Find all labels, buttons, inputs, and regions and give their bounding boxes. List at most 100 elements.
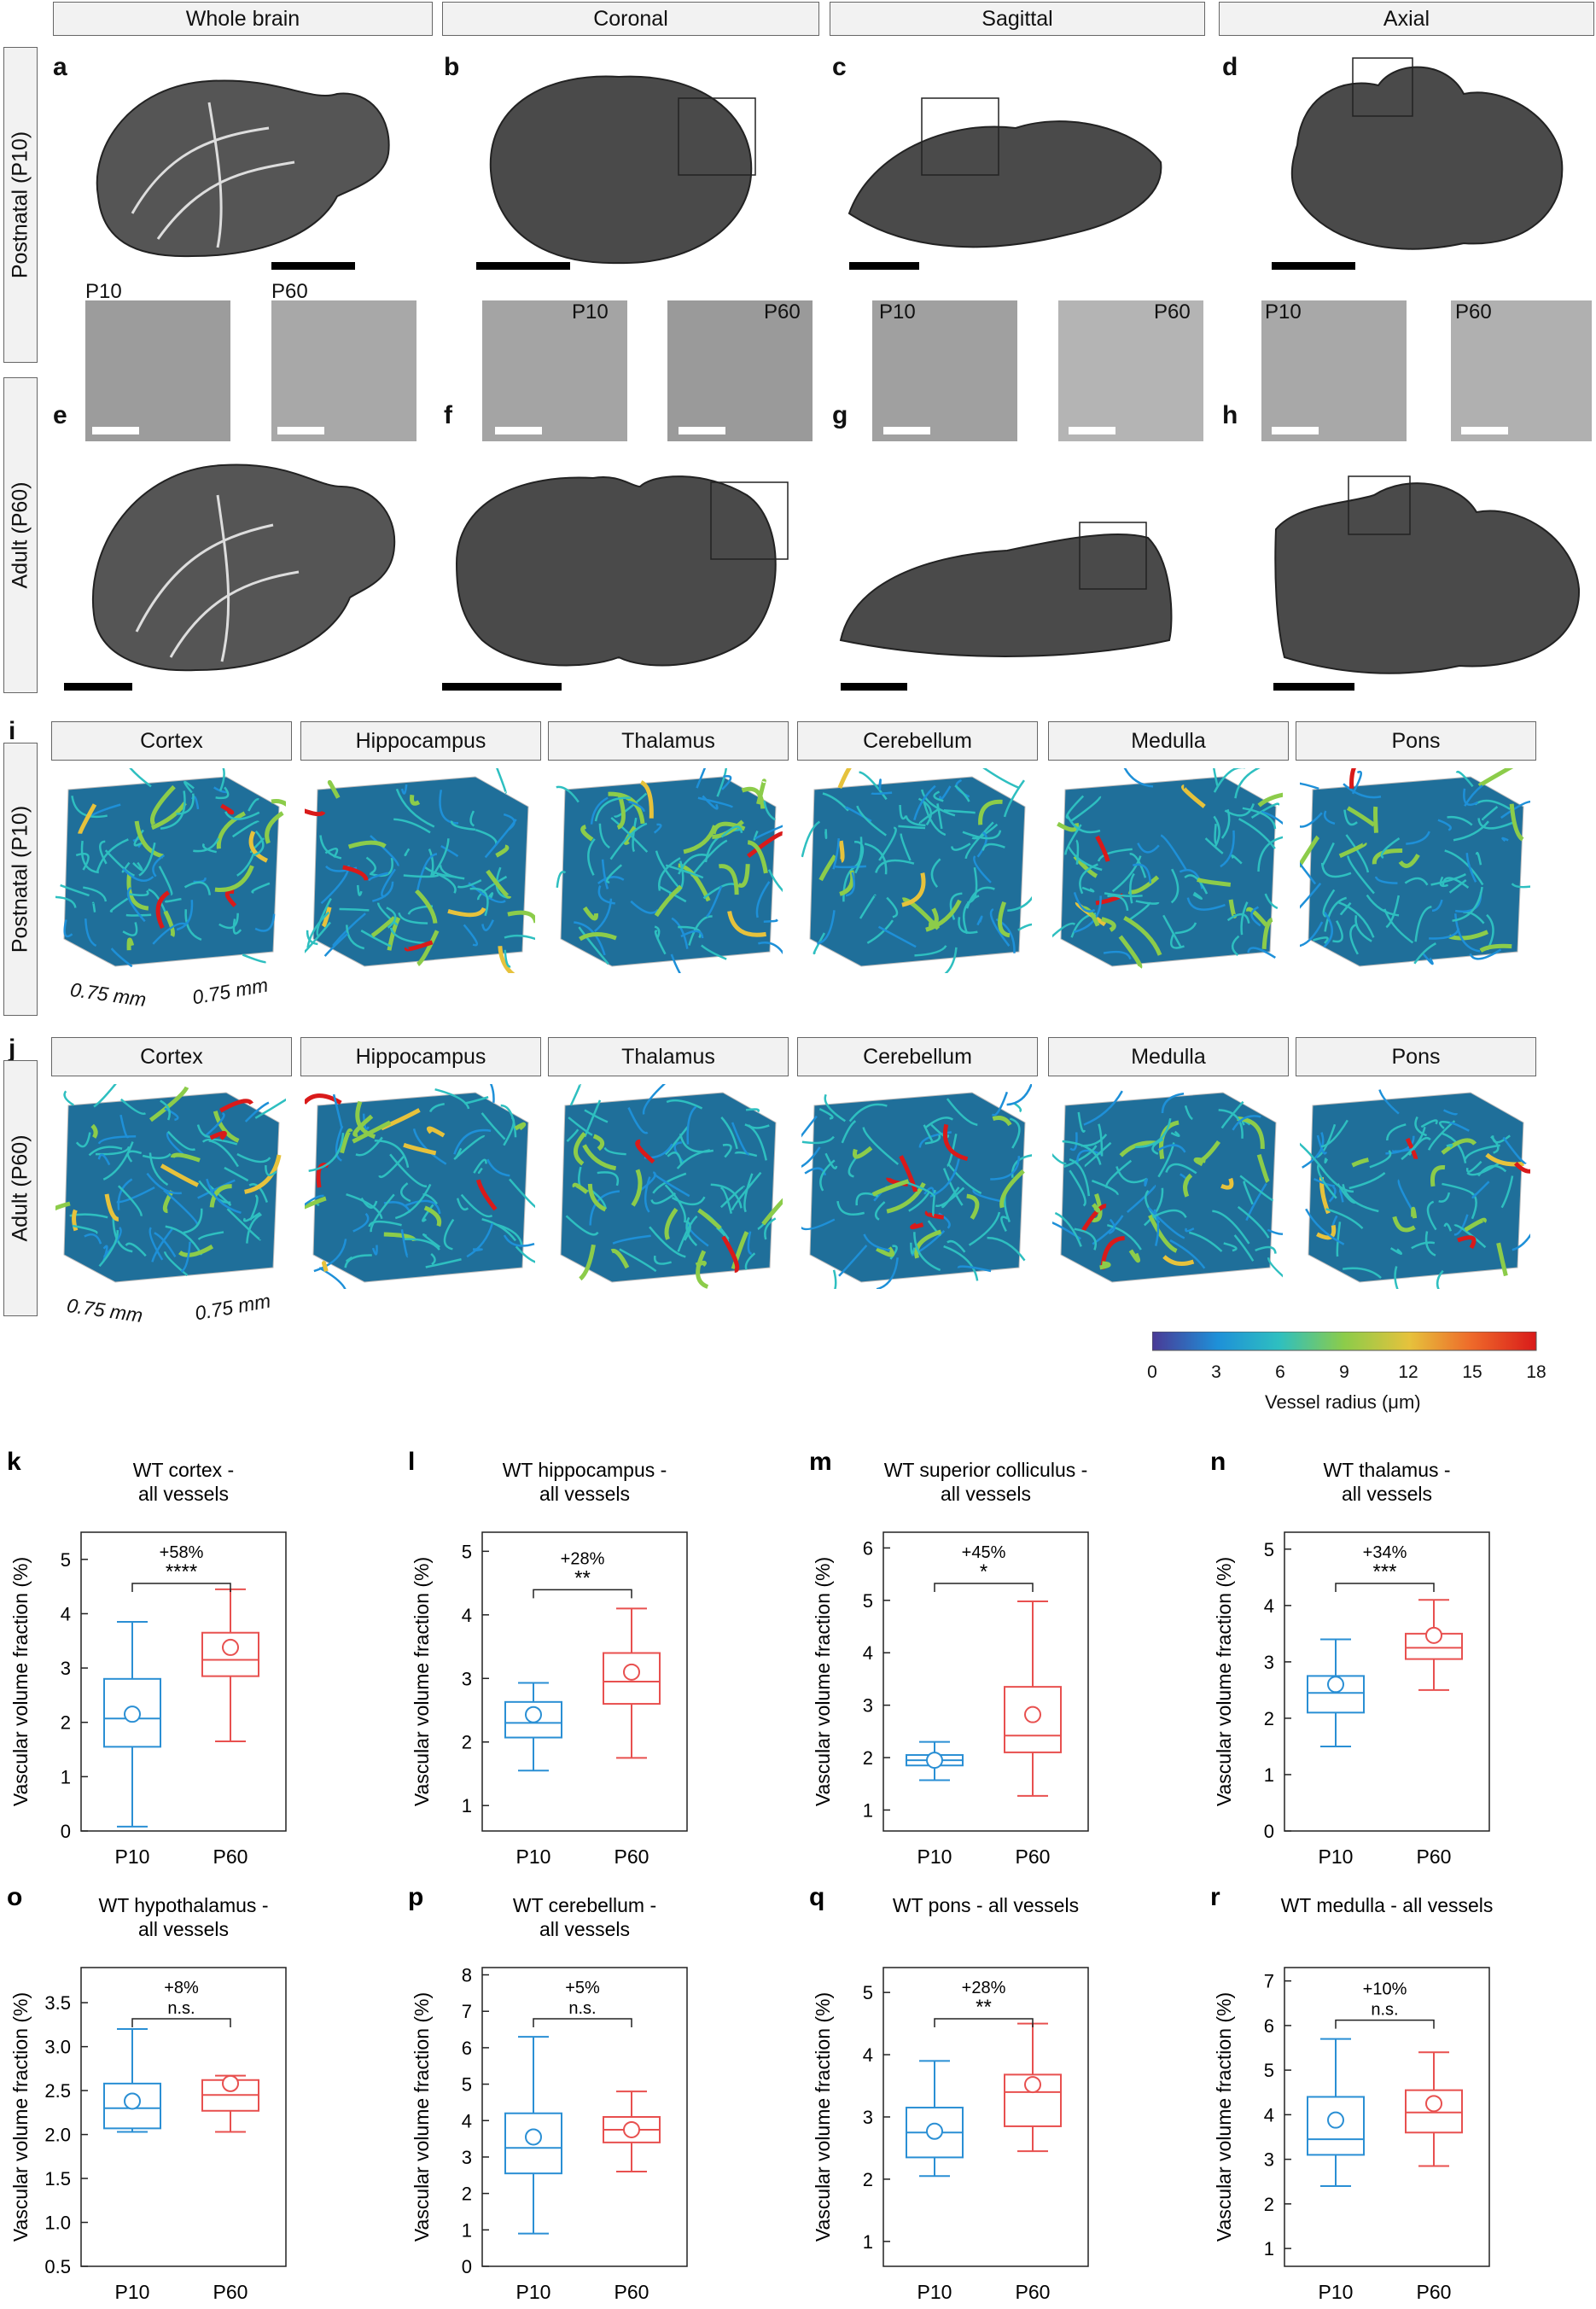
mean-marker <box>525 1706 542 1723</box>
panel-letter-h: h <box>1222 401 1238 429</box>
region-header-cerebellum: Cerebellum <box>797 1037 1038 1076</box>
panel-letter-k: k <box>7 1448 21 1476</box>
x-tick-label: P10 <box>1319 2281 1354 2303</box>
chart-title: all vessels <box>1342 1483 1432 1505</box>
colorbar-tick-label: 15 <box>1462 1362 1482 1382</box>
y-tick-label: 3 <box>1264 1652 1274 1673</box>
chart-title: all vessels <box>941 1483 1031 1505</box>
mean-marker <box>1425 1626 1442 1644</box>
boxplot-panel-m: m WT superior colliculus - all vessels 1 2 3 4… <box>802 1443 1195 1869</box>
region-header-hippocampus: Hippocampus <box>300 721 541 761</box>
percent-change-label: +5% <box>565 1979 600 1997</box>
scale-bar-whole-p10 <box>271 262 355 270</box>
inset-coronal-p60 <box>667 300 813 441</box>
plot-frame <box>882 1531 1089 1832</box>
scale-bar-axial-p60 <box>1273 683 1354 691</box>
y-tick-label: 6 <box>1264 2015 1274 2037</box>
inset-whole-p60 <box>271 300 416 441</box>
row-label-postnatal-top: Postnatal (P10) <box>3 47 38 363</box>
inset-scale-bar <box>1069 427 1115 434</box>
scale-bar-coronal-p10 <box>476 262 570 270</box>
x-tick-label: P10 <box>917 1845 952 1868</box>
y-tick-label: 5 <box>462 1541 472 1562</box>
mean-marker <box>124 1706 141 1723</box>
header-axial: Axial <box>1219 2 1594 36</box>
region-header-medulla: Medulla <box>1048 721 1289 761</box>
y-tick-label: 4 <box>863 1642 873 1664</box>
y-tick-label: 0 <box>462 2256 472 2277</box>
region-header-thalamus: Thalamus <box>548 721 789 761</box>
y-tick-label: 0 <box>61 1821 71 1842</box>
vessel-network-cube <box>556 768 783 973</box>
y-tick-label: 5 <box>863 1982 873 2003</box>
colorbar-label: Vessel radius (μm) <box>1265 1391 1421 1413</box>
y-tick-label: 3.5 <box>44 1992 71 2014</box>
inset-coronal-p10 <box>482 300 627 441</box>
y-axis-label: Vascular volume fraction (%) <box>812 1557 834 1806</box>
significance-bracket <box>1335 2019 1435 2029</box>
significance-bracket <box>131 1583 231 1592</box>
mean-marker <box>525 2128 542 2146</box>
boxplot-panel-r: r WT medulla - all vessels 1 2 3 4 5 6 7 Vascular… <box>1203 1878 1596 2305</box>
boxplot-panel-l: l WT hippocampus - all vessels 1 2 3 4 5 Vascula… <box>401 1443 794 1869</box>
boxplot-panel-n: n WT thalamus - all vessels 0 1 2 3 4 5 Vascular … <box>1203 1443 1596 1869</box>
y-tick-label: 4 <box>61 1603 71 1624</box>
brain-image-whole-p60 <box>91 464 396 672</box>
plot-frame <box>80 1531 287 1832</box>
chart-title: all vessels <box>138 1918 229 1940</box>
vessel-network-cube <box>1300 768 1530 967</box>
y-tick-label: 3.0 <box>44 2037 71 2058</box>
brain-image-coronal-p60 <box>455 475 789 667</box>
scale-bar-whole-p60 <box>64 683 132 691</box>
y-tick-label: 2 <box>462 1732 472 1753</box>
x-tick-label: P10 <box>115 1845 150 1868</box>
header-whole-brain: Whole brain <box>53 2 433 36</box>
panel-letter-l: l <box>408 1448 415 1476</box>
plot-frame <box>80 1967 287 2267</box>
y-tick-label: 1 <box>1264 1764 1274 1786</box>
y-axis-label: Vascular volume fraction (%) <box>411 1992 433 2242</box>
cube-dimension-label: 0.75 mm <box>65 1293 144 1327</box>
cube-dimension-label: 0.75 mm <box>193 1289 272 1325</box>
x-tick-label: P60 <box>615 1845 649 1868</box>
chart-title: all vessels <box>138 1483 229 1505</box>
x-tick-label: P60 <box>615 2281 649 2303</box>
y-tick-label: 2 <box>462 2184 472 2205</box>
x-tick-label: P10 <box>516 2281 551 2303</box>
y-tick-label: 2 <box>863 1747 873 1769</box>
significance-bracket <box>1335 1583 1435 1592</box>
colorbar-tick-label: 0 <box>1147 1362 1157 1382</box>
chart-title: WT cortex - <box>133 1459 234 1481</box>
region-header-thalamus: Thalamus <box>548 1037 789 1076</box>
y-tick-label: 4 <box>863 2044 873 2066</box>
mean-marker <box>926 2122 943 2140</box>
colorbar-tick-label: 6 <box>1275 1362 1285 1382</box>
colorbar-tick-label: 12 <box>1398 1362 1418 1382</box>
inset-label-p10: P10 <box>879 300 916 324</box>
inset-label-p10: P10 <box>1265 300 1302 324</box>
vessel-network-cube <box>305 1084 535 1289</box>
y-axis-label: Vascular volume fraction (%) <box>9 1557 32 1806</box>
panel-letter-b: b <box>444 53 460 81</box>
inset-scale-bar <box>1272 427 1319 434</box>
inset-label-p60: P60 <box>1154 300 1191 324</box>
x-tick-label: P60 <box>213 1845 248 1868</box>
scale-bar-axial-p10 <box>1272 262 1355 270</box>
vessel-network-cube <box>801 768 1032 973</box>
x-tick-label: P10 <box>1319 1845 1354 1868</box>
vessel-network-cube <box>1052 768 1283 969</box>
y-tick-label: 3 <box>863 1695 873 1717</box>
chart-title: WT thalamus - <box>1323 1459 1450 1481</box>
inset-axial-p10 <box>1261 300 1407 441</box>
panel-letter-i: i <box>9 717 16 745</box>
percent-change-label: +45% <box>962 1543 1006 1562</box>
panel-letter-e: e <box>53 401 67 429</box>
y-tick-label: 2 <box>1264 1708 1274 1729</box>
y-axis-label: Vascular volume fraction (%) <box>1213 1992 1235 2242</box>
y-tick-label: 2 <box>61 1712 71 1734</box>
percent-change-label: +58% <box>160 1543 204 1562</box>
row-label-adult-cubes: Adult (P60) <box>3 1060 38 1316</box>
inset-label-p60: P60 <box>271 280 308 303</box>
y-tick-label: 2.5 <box>44 2080 71 2102</box>
y-tick-label: 3 <box>462 2147 472 2168</box>
